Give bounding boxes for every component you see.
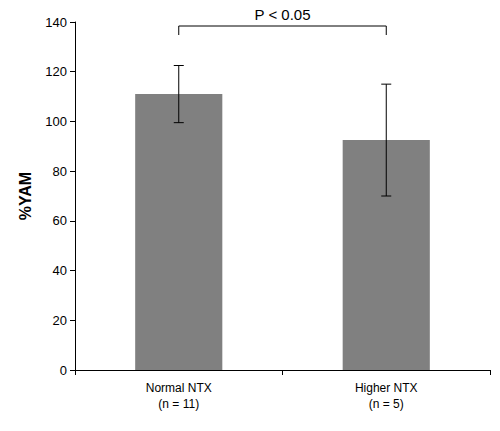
svg-text:140: 140 bbox=[45, 15, 67, 30]
svg-text:100: 100 bbox=[45, 114, 67, 129]
svg-text:%YAM: %YAM bbox=[17, 172, 34, 220]
svg-text:40: 40 bbox=[53, 263, 67, 278]
svg-text:80: 80 bbox=[53, 164, 67, 179]
svg-text:P < 0.05: P < 0.05 bbox=[254, 6, 310, 23]
svg-text:0: 0 bbox=[60, 363, 67, 378]
svg-text:120: 120 bbox=[45, 64, 67, 79]
svg-text:20: 20 bbox=[53, 313, 67, 328]
svg-text:60: 60 bbox=[53, 213, 67, 228]
svg-text:Higher NTX: Higher NTX bbox=[355, 381, 418, 395]
svg-text:(n = 11): (n = 11) bbox=[158, 397, 199, 411]
svg-text:(n = 5): (n = 5) bbox=[369, 397, 404, 411]
svg-text:Normal NTX: Normal NTX bbox=[146, 381, 212, 395]
